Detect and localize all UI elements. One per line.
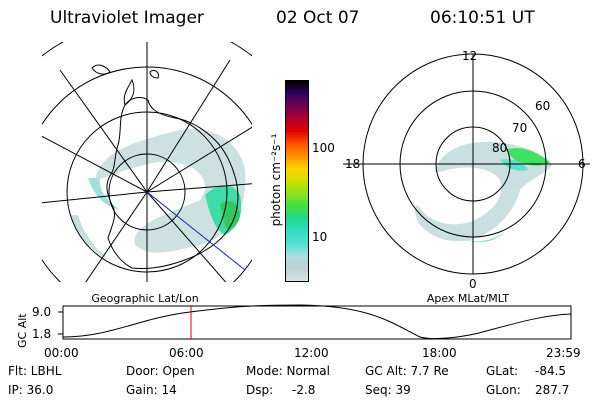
aurora-emission-left: [95, 129, 246, 253]
status-gain: Gain: 14: [126, 383, 177, 397]
mlt-0-label: 0: [469, 277, 477, 291]
lat-80-label: 80: [492, 141, 507, 155]
colorbar-tick-10: 10: [312, 230, 328, 244]
satellite-track: [146, 191, 246, 271]
colorbar: [285, 80, 309, 282]
status-dsp-label: Dsp:: [246, 383, 274, 397]
status-door: Door: Open: [126, 364, 195, 378]
xtick-0000: 00:00: [44, 346, 79, 360]
altitude-ytick-9: 9.0: [32, 305, 52, 319]
lat-70-label: 70: [512, 121, 527, 135]
status-glat-value: -84.5: [535, 364, 567, 378]
xtick-0600: 06:00: [169, 346, 204, 360]
geographic-label: Geographic Lat/Lon: [91, 292, 198, 305]
status-mode: Mode: Normal: [246, 364, 330, 378]
mlt-12-label: 12: [462, 49, 477, 63]
altitude-ytick-1-8: 1.8: [32, 327, 52, 341]
altitude-curve: [62, 304, 572, 340]
apex-label: Apex MLat/MLT: [427, 292, 510, 305]
colorbar-tick-100: 100: [312, 141, 335, 155]
mlt-18-label: 18: [345, 157, 360, 171]
status-filter: Flt: LBHL: [8, 364, 62, 378]
mlt-6-label: 6: [578, 157, 586, 171]
status-glon-value: 287.7: [535, 383, 570, 397]
xtick-1200: 12:00: [294, 346, 329, 360]
xtick-2359: 23:59: [546, 346, 581, 360]
time-label: 06:10:51 UT: [430, 8, 535, 28]
antarctica-outline: [106, 97, 239, 269]
status-dsp-value: -2.8: [292, 383, 316, 397]
lat-60-label: 60: [535, 99, 550, 113]
status-seq: Seq: 39: [365, 383, 411, 397]
status-glat-label: GLat:: [486, 364, 519, 378]
status-glon-label: GLon:: [486, 383, 521, 397]
status-gc-alt: GC Alt: 7.7 Re: [365, 364, 449, 378]
altitude-ylabel: GC Alt: [16, 313, 29, 348]
date-label: 02 Oct 07: [276, 8, 360, 28]
status-ip: IP: 36.0: [8, 383, 54, 397]
xtick-1800: 18:00: [422, 346, 457, 360]
instrument-title: Ultraviolet Imager: [50, 8, 204, 28]
